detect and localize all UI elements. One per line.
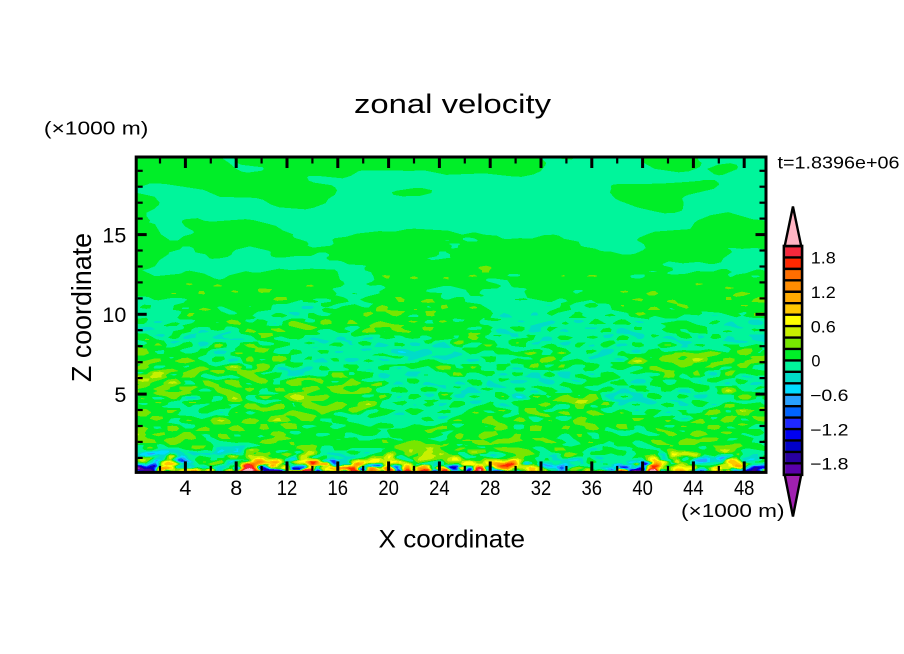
svg-text:0.6: 0.6 [811, 318, 836, 336]
svg-text:5: 5 [114, 383, 126, 407]
svg-text:20: 20 [378, 476, 399, 500]
svg-text:24: 24 [429, 476, 450, 500]
svg-text:16: 16 [328, 476, 349, 500]
svg-text:10: 10 [102, 303, 126, 327]
svg-text:4: 4 [179, 476, 191, 500]
svg-text:40: 40 [632, 476, 653, 500]
svg-text:Z coordinate: Z coordinate [66, 233, 97, 382]
svg-text:28: 28 [480, 476, 501, 500]
svg-text:X coordinate: X coordinate [379, 526, 526, 554]
svg-text:8: 8 [230, 476, 242, 500]
svg-text:zonal velocity: zonal velocity [354, 89, 552, 119]
svg-text:0: 0 [811, 353, 820, 371]
svg-text:−0.6: −0.6 [810, 387, 849, 405]
svg-text:48: 48 [734, 476, 755, 500]
svg-text:44: 44 [683, 476, 704, 500]
svg-text:(×1000 m): (×1000 m) [681, 501, 785, 521]
svg-text:1.8: 1.8 [811, 250, 836, 268]
svg-text:−1.2: −1.2 [810, 421, 849, 439]
svg-text:12: 12 [277, 476, 298, 500]
svg-text:(×1000 m): (×1000 m) [44, 118, 148, 138]
svg-text:15: 15 [102, 224, 126, 248]
svg-text:1.2: 1.2 [811, 284, 836, 302]
svg-text:32: 32 [531, 476, 552, 500]
svg-text:36: 36 [582, 476, 603, 500]
svg-text:t=1.8396e+06: t=1.8396e+06 [778, 153, 900, 173]
svg-text:−1.8: −1.8 [810, 456, 849, 474]
